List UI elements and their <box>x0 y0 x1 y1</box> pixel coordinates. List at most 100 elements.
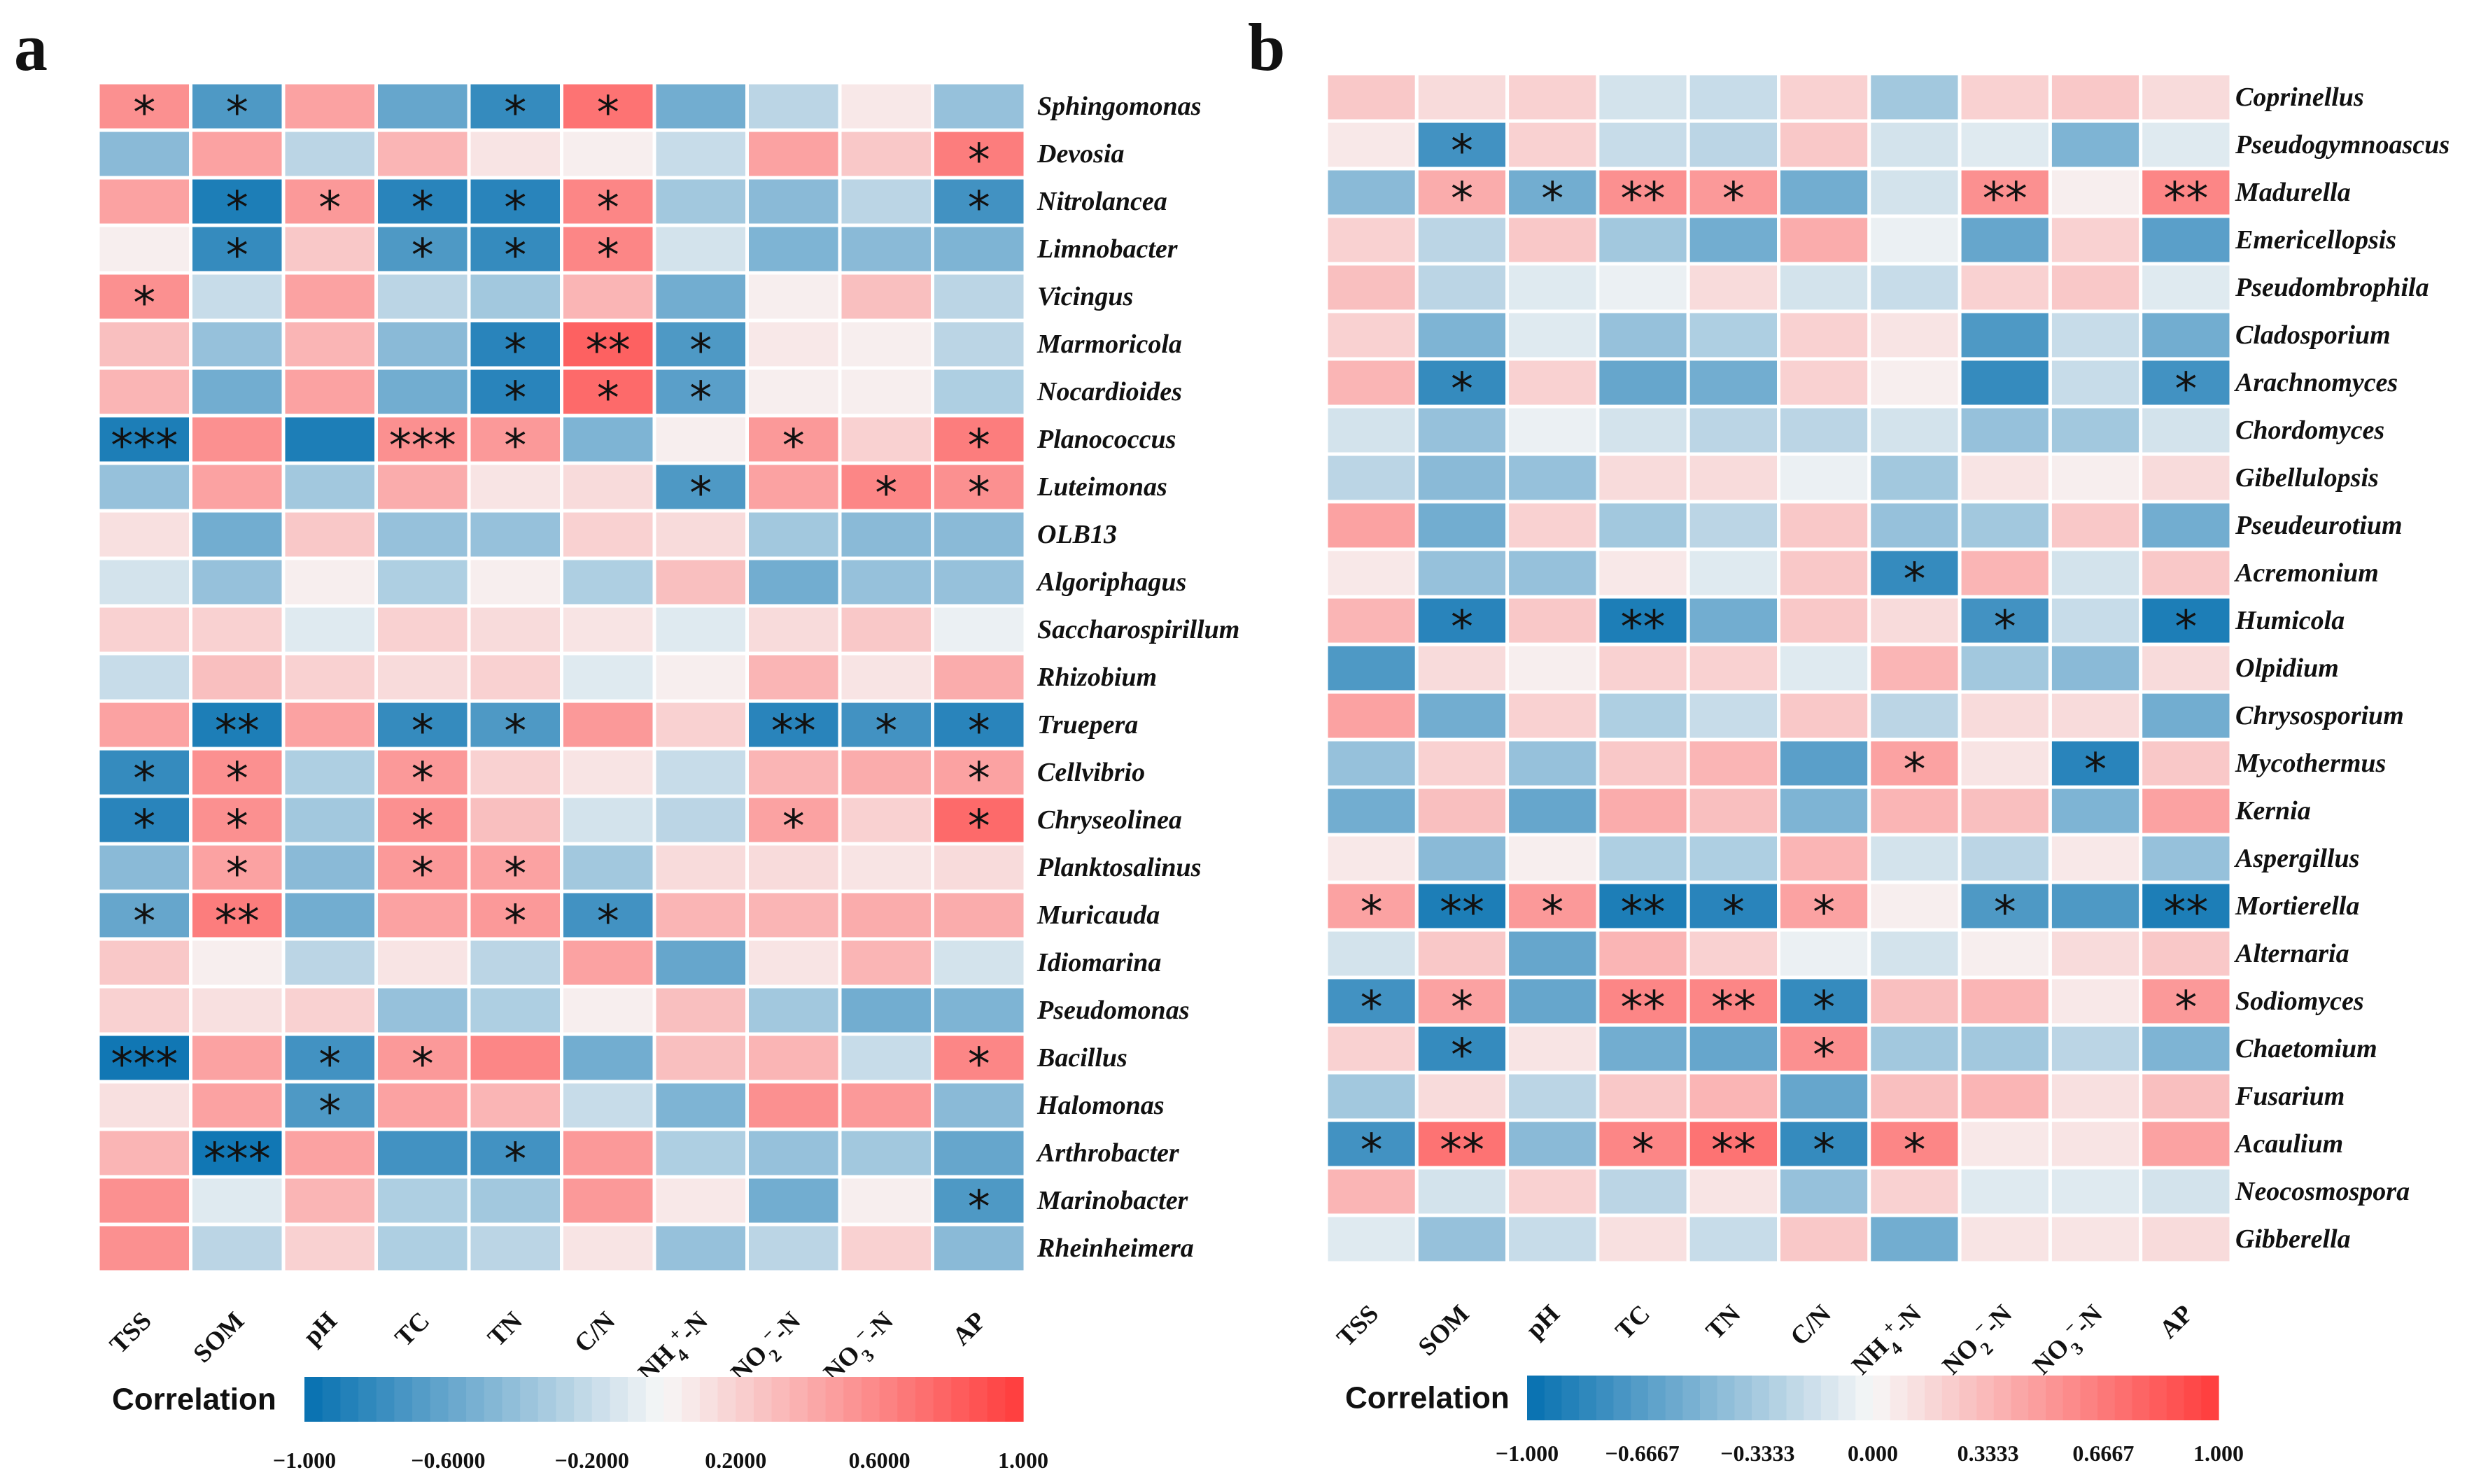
heatmap-cell <box>1505 71 1600 123</box>
legend-swatch <box>663 1377 682 1422</box>
row-label: Humicola <box>2235 606 2345 635</box>
legend-swatch <box>879 1377 898 1422</box>
heatmap-cell <box>1324 1166 1419 1217</box>
heatmap-cell <box>374 1222 471 1274</box>
row-label: Luteimonas <box>1036 472 1167 502</box>
row-label: Limnobacter <box>1036 234 1179 264</box>
heatmap-cell <box>96 1127 192 1179</box>
heatmap-cell <box>2139 262 2233 313</box>
heatmap-cell <box>560 271 656 323</box>
legend-tick-label: 0.2000 <box>705 1448 766 1473</box>
heatmap-cell <box>745 842 842 893</box>
heatmap-cell <box>931 889 1027 941</box>
column-label: TC <box>390 1306 435 1352</box>
heatmap-cell <box>467 699 563 751</box>
heatmap-cell <box>1596 357 1690 409</box>
legend-tick-label: −1.000 <box>273 1448 336 1473</box>
heatmap-cell <box>2139 547 2233 599</box>
heatmap-cell <box>189 651 286 703</box>
legend-swatch <box>1786 1376 1804 1420</box>
heatmap-cell <box>96 414 192 465</box>
heatmap-cell <box>745 889 842 941</box>
heatmap-cell <box>2048 357 2143 409</box>
heatmap-cell <box>560 509 656 560</box>
heatmap-cell <box>560 889 656 941</box>
heatmap-cell <box>931 366 1027 418</box>
column-label: TN <box>482 1306 528 1352</box>
heatmap-cell <box>1505 262 1600 313</box>
heatmap-cell <box>189 366 286 418</box>
heatmap-cell <box>560 1032 656 1084</box>
legend-swatch <box>933 1377 952 1422</box>
heatmap-cell <box>745 1032 842 1084</box>
legend-swatch <box>430 1377 449 1422</box>
heatmap-cell <box>467 984 563 1036</box>
heatmap-cell <box>560 1222 656 1274</box>
heatmap-cell <box>1324 214 1419 266</box>
heatmap-cell <box>652 984 749 1036</box>
heatmap-cell <box>2139 833 2233 884</box>
legend-swatch <box>1804 1376 1822 1420</box>
heatmap-cell <box>745 366 842 418</box>
legend-swatch <box>807 1377 827 1422</box>
row-label: Chordomyces <box>2235 416 2384 445</box>
heatmap-cell <box>931 1032 1027 1084</box>
heatmap-cell <box>1324 262 1419 313</box>
heatmap-cell <box>560 1080 656 1131</box>
row-label: Sphingomonas <box>1037 92 1201 121</box>
heatmap-cell <box>467 747 563 798</box>
heatmap-cell <box>1777 167 1871 218</box>
heatmap-cell <box>931 556 1027 608</box>
legend-swatch <box>1631 1376 1649 1420</box>
legend-swatch <box>2201 1376 2219 1420</box>
legend-swatch <box>1993 1376 2012 1420</box>
legend-swatch <box>376 1377 395 1422</box>
heatmap-cell <box>189 1222 286 1274</box>
legend-swatch <box>1544 1376 1562 1420</box>
heatmap-cell <box>189 1127 286 1179</box>
legend-swatch <box>591 1377 611 1422</box>
row-label: Alternaria <box>2234 939 2349 968</box>
heatmap-cell <box>1596 737 1690 789</box>
heatmap-cell <box>1686 214 1780 266</box>
heatmap-cell <box>1324 928 1419 980</box>
heatmap-cell <box>2048 404 2143 456</box>
heatmap-cell <box>838 984 934 1036</box>
legend-swatch <box>2149 1376 2167 1420</box>
heatmap-cell <box>1596 119 1690 171</box>
heatmap-cell <box>1686 690 1780 742</box>
heatmap-cell <box>652 1032 749 1084</box>
row-label: Nitrolancea <box>1036 187 1167 216</box>
heatmap-cell <box>281 842 378 893</box>
row-label: Idiomarina <box>1036 948 1161 977</box>
heatmap-cell <box>1505 785 1600 837</box>
heatmap-cell <box>1596 214 1690 266</box>
heatmap-cell <box>2048 1118 2143 1170</box>
column-label: NH4+-N <box>1843 1296 1933 1386</box>
legend-swatch <box>699 1377 719 1422</box>
heatmap-cell <box>189 1080 286 1131</box>
heatmap-cell <box>1777 642 1871 694</box>
heatmap-cell <box>467 604 563 656</box>
heatmap-cell <box>745 747 842 798</box>
heatmap-cell <box>281 794 378 846</box>
heatmap-cell <box>745 1127 842 1179</box>
heatmap-cell <box>467 889 563 941</box>
heatmap-cell <box>1505 1070 1600 1122</box>
legend-swatch <box>1647 1376 1666 1420</box>
row-label: Pseudeurotium <box>2235 511 2403 540</box>
heatmap-cell <box>2139 1118 2233 1170</box>
heatmap-cell <box>652 1222 749 1274</box>
heatmap-cell <box>931 984 1027 1036</box>
legend-tick-label: −0.3333 <box>1720 1441 1794 1466</box>
heatmap-cell <box>2139 452 2233 504</box>
heatmap-cell <box>467 176 563 227</box>
heatmap-cell <box>374 366 471 418</box>
heatmap-cell <box>1686 595 1780 646</box>
row-label: Madurella <box>2235 178 2351 207</box>
heatmap-cell <box>467 128 563 180</box>
heatmap-cell <box>1596 262 1690 313</box>
heatmap-cell <box>1777 833 1871 884</box>
heatmap-cell <box>1777 500 1871 551</box>
heatmap-cell <box>652 699 749 751</box>
